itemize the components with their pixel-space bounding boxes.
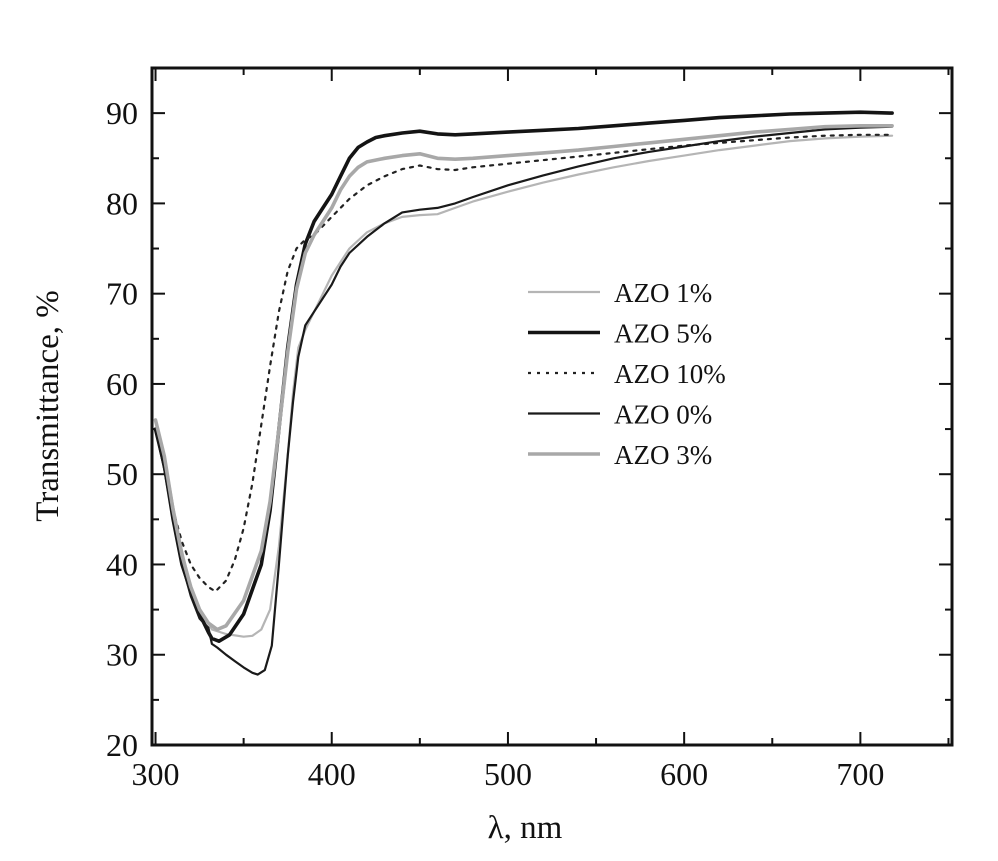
- series-line-azo-1-: [154, 134, 894, 638]
- x-tick-label: 300: [132, 756, 180, 792]
- legend-label: AZO 0%: [614, 400, 712, 430]
- legend-label: AZO 5%: [614, 319, 712, 349]
- x-tick-label: 600: [660, 756, 708, 792]
- y-tick-label: 20: [106, 727, 138, 763]
- x-tick-label: 500: [484, 756, 532, 792]
- series-line-azo-10-: [154, 133, 894, 593]
- y-tick-label: 40: [106, 546, 138, 582]
- series-line-azo-3-: [153, 124, 894, 632]
- x-axis-title: λ, nm: [488, 810, 563, 846]
- x-tick-label: 400: [308, 756, 356, 792]
- plot-border: [150, 66, 954, 747]
- legend: AZO 1% AZO 5% AZO 10% AZO 0% AZO 3%: [528, 278, 726, 470]
- legend-label: AZO 10%: [614, 359, 726, 389]
- x-tick-label: 700: [836, 756, 884, 792]
- y-tick-label: 70: [106, 276, 138, 312]
- y-tick-label: 50: [106, 456, 138, 492]
- plot-frame: [150, 66, 954, 747]
- axis-ticks: [152, 67, 952, 746]
- series-line-azo-5-: [153, 110, 894, 643]
- legend-label: AZO 1%: [614, 278, 712, 308]
- y-tick-label: 30: [106, 637, 138, 673]
- series-lines: [153, 110, 894, 676]
- y-axis-title: Transmittance, %: [30, 290, 66, 522]
- axis-tick-labels: 300 400 500 600 700 20 30 40 50 60 70 80 90: [106, 95, 884, 792]
- y-tick-label: 80: [106, 185, 138, 221]
- y-tick-label: 60: [106, 366, 138, 402]
- series-line-azo-0-: [154, 125, 894, 676]
- y-tick-label: 90: [106, 95, 138, 131]
- legend-label: AZO 3%: [614, 440, 712, 470]
